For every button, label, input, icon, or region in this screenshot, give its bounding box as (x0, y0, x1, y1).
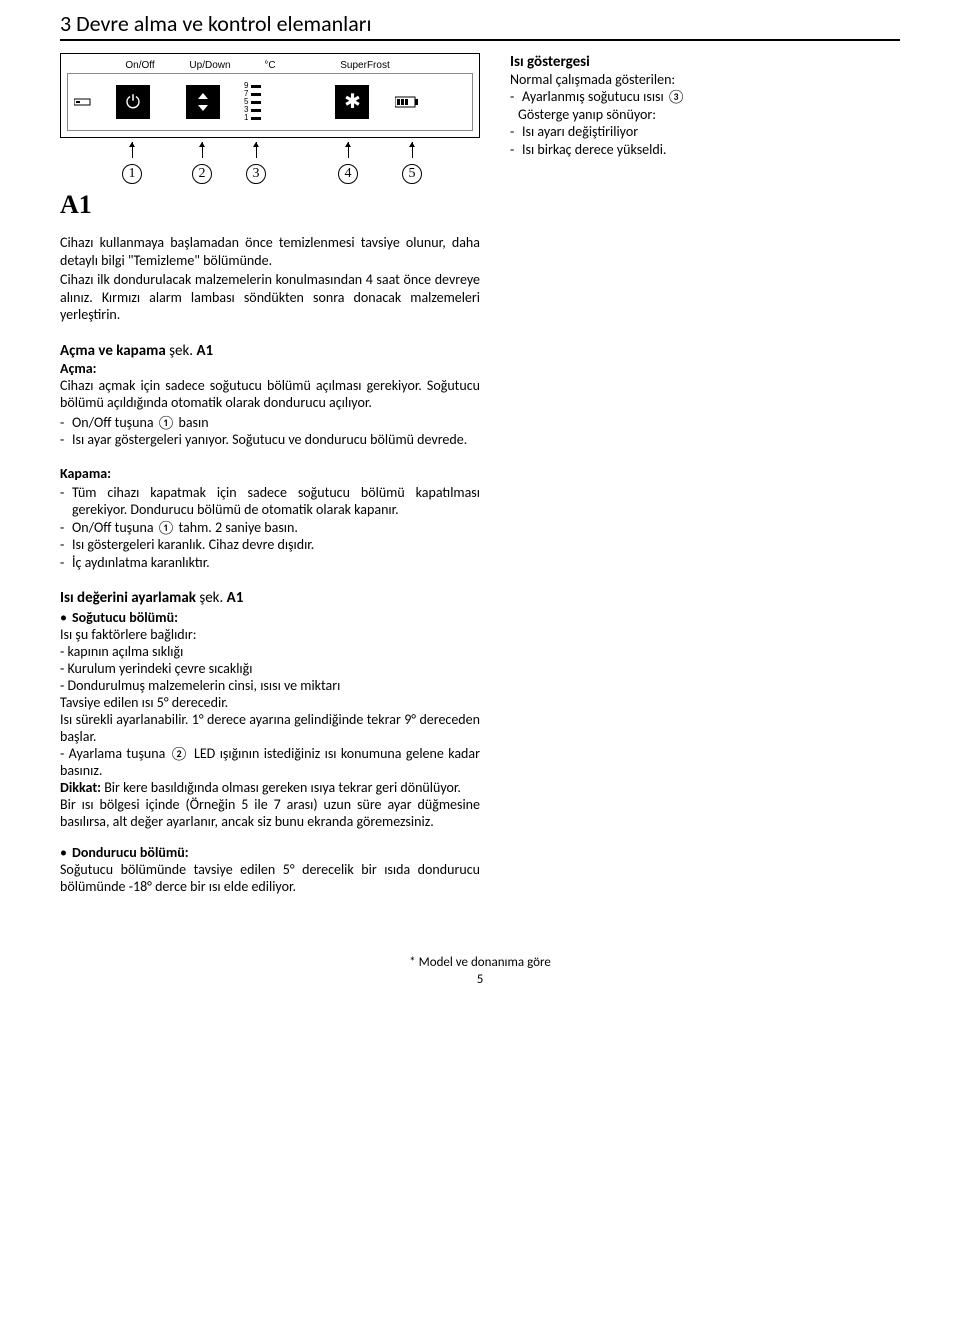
list-item: -Isı göstergeleri karanlık. Cihaz devre … (60, 536, 480, 554)
label-onoff: On/Off (105, 60, 175, 71)
onoff-button: ⏻ (116, 85, 150, 119)
kapama-label: Kapama: (60, 465, 480, 482)
list-item: -On/Off tuşuna ① tahm. 2 saniye basın. (60, 519, 480, 537)
circled-numbers: 1 2 3 4 5 (60, 164, 480, 184)
led-column: 9 7 5 3 1 (244, 82, 261, 122)
page-number: 5 (60, 972, 900, 987)
intro-p1: Cihazı kullanmaya başlamadan önce temizl… (60, 234, 480, 269)
section-isi-ayarlamak: Isı değerini ayarlamak şek. A1 (60, 589, 480, 607)
s3-f2: - Kurulum yerindeki çevre sıcaklığı (60, 660, 480, 677)
acma-p: Cihazı açmak için sadece soğutucu bölümü… (60, 377, 480, 412)
pointer-row (60, 142, 480, 162)
footer-note: * Model ve donanıma göre (60, 955, 900, 970)
label-celsius: °C (245, 60, 305, 71)
label-superfrost: SuperFrost (305, 60, 425, 71)
diagram-ref-a1: A1 (60, 190, 480, 220)
list-item: -Isı ayar göstergeleri yanıyor. Soğutucu… (60, 431, 480, 449)
section-acma-kapama: Açma ve kapama şek. A1 (60, 342, 480, 360)
list-item: -İç aydınlatma karanlıktır. (60, 554, 480, 572)
right-sub: Gösterge yanıp sönüyor: (518, 106, 900, 123)
list-item: -Tüm cihazı kapatmak için sadece soğutuc… (60, 484, 480, 519)
s3-f3: - Dondurulmuş malzemelerin cinsi, ısısı … (60, 677, 480, 694)
list-item: -On/Off tuşuna ① basın (60, 414, 480, 432)
tray-icon (74, 97, 92, 107)
snowflake-icon: ✱ (344, 92, 361, 112)
label-updown: Up/Down (175, 60, 245, 71)
page-title: 3 Devre alma ve kontrol elemanları (60, 10, 900, 41)
s3-p5: Dikkat: Bir kere basıldığında olması ger… (60, 779, 480, 796)
s3-p7: Soğutucu bölümünde tavsiye edilen 5° der… (60, 861, 480, 895)
right-heading: Isı göstergesi (510, 53, 900, 71)
right-line1: Normal çalışmada gösterilen: (510, 71, 900, 88)
s3-p3: Isı sürekli ayarlanabilir. 1° derece aya… (60, 711, 480, 745)
bullet-sogutucu: Soğutucu bölümü: (72, 609, 178, 626)
isi-gostergesi-block: Isı göstergesi Normal çalışmada gösteril… (510, 53, 900, 220)
s3-f1: - kapının açılma sıklığı (60, 643, 480, 660)
control-panel-diagram: On/Off Up/Down °C SuperFrost ⏻ 9 (60, 53, 480, 138)
updown-button (186, 85, 220, 119)
bullet-dondurucu: Dondurucu bölümü: (72, 844, 189, 861)
battery-icon (395, 96, 419, 108)
updown-arrows-icon (196, 91, 210, 113)
s3-p2: Tavsiye edilen ısı 5° derecedir. (60, 694, 480, 711)
superfrost-button: ✱ (335, 85, 369, 119)
s3-p1: Isı şu faktörlere bağlıdır: (60, 626, 480, 643)
s3-p6: Bir ısı bölgesi içinde (Örneğin 5 ile 7 … (60, 796, 480, 830)
s3-p4: - Ayarlama tuşuna ② LED ışığının istediğ… (60, 745, 480, 779)
intro-p2: Cihazı ilk dondurulacak malzemelerin kon… (60, 271, 480, 324)
acma-label: Açma: (60, 360, 480, 377)
power-icon: ⏻ (126, 93, 140, 111)
